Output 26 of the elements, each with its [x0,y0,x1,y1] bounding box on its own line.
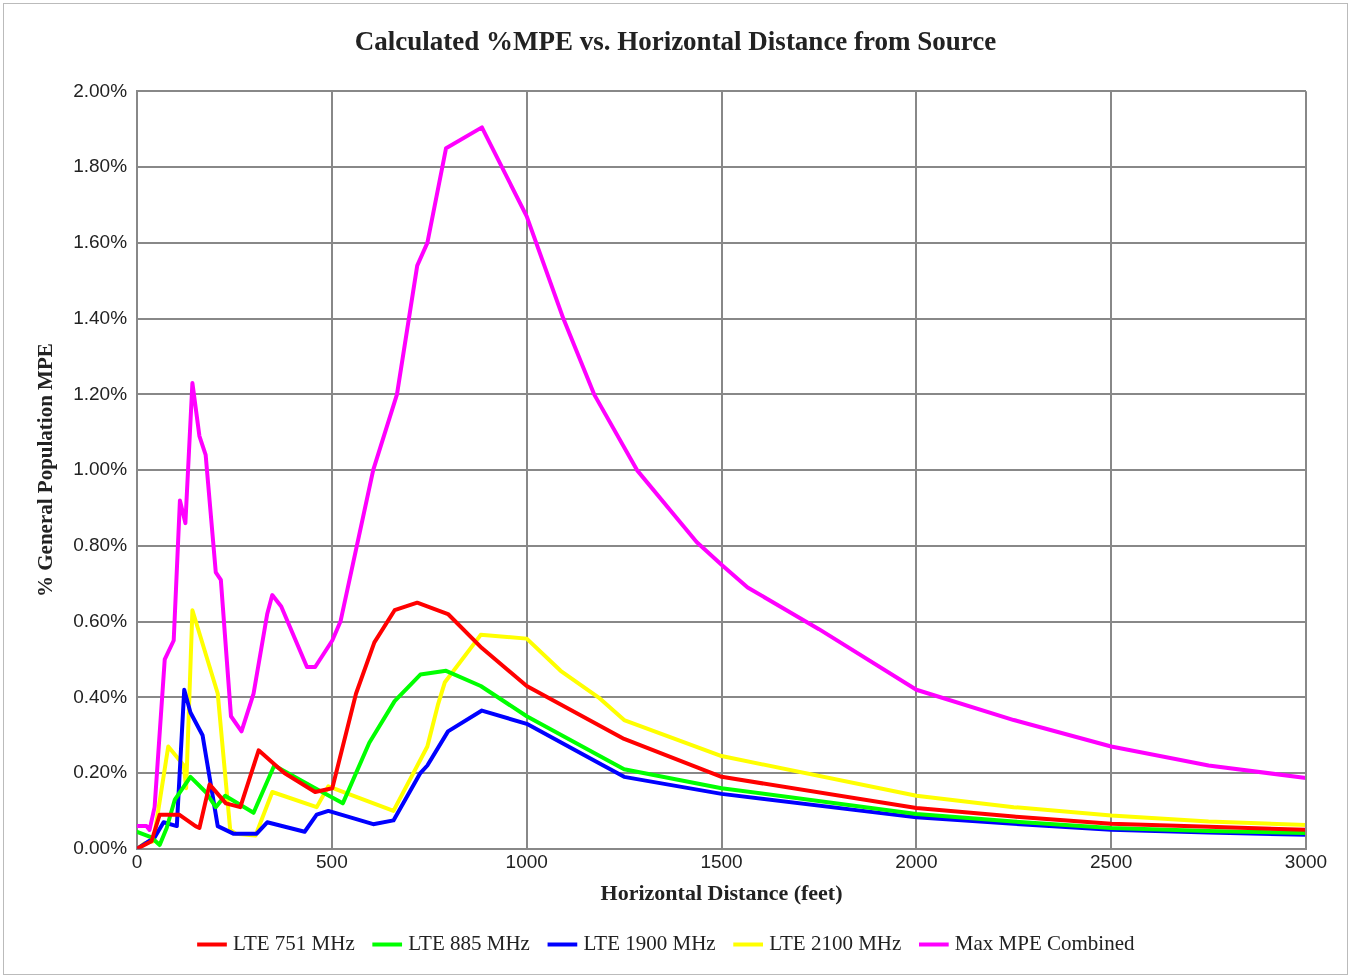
x-tick-label: 1500 [700,851,743,873]
chart-title: Calculated %MPE vs. Horizontal Distance from Source [353,26,998,57]
x-tick-label: 2000 [895,851,938,873]
x-axis-title: Horizontal Distance (feet) [600,880,843,906]
legend-label: LTE 2100 MHz [769,931,902,956]
y-tick-label: 1.20% [73,382,128,404]
x-tick-label: 2500 [1090,851,1133,873]
y-tick-label: 0.60% [73,609,128,631]
y-tick-label: 1.00% [73,458,128,480]
y-tick-label: 1.80% [73,155,128,177]
y-tick-label: 0.20% [73,761,128,783]
y-tick-label: 0.80% [73,534,128,556]
y-axis-title: % General Population MPE [33,343,58,597]
x-tick-label: 1000 [505,851,548,873]
y-tick-label: 0.00% [73,837,128,859]
legend-label: LTE 885 MHz [408,931,530,956]
y-tick-label: 2.00% [73,79,128,101]
y-tick-label: 1.60% [73,231,128,253]
legend-label: LTE 1900 MHz [583,931,716,956]
x-tick-label: 3000 [1284,851,1328,873]
y-tick-label: 1.40% [73,306,128,328]
x-tick-label: 0 [131,851,143,873]
x-tick-label: 500 [316,851,348,873]
legend-label: Max MPE Combined [954,931,1136,956]
legend-label: LTE 751 MHz [232,931,355,956]
y-tick-label: 0.40% [73,685,128,707]
